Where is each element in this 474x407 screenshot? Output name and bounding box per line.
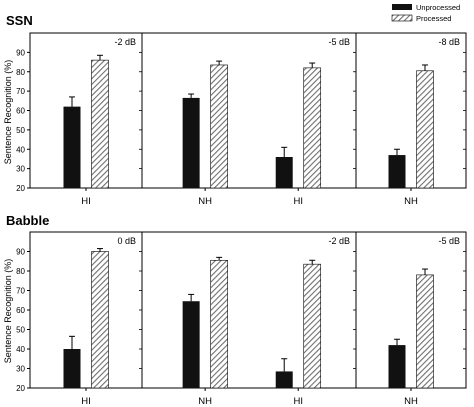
y-tick-label: 60	[16, 306, 25, 315]
y-tick-label: 30	[16, 365, 25, 374]
y-tick-label: 20	[16, 184, 25, 193]
bar-processed-hi	[91, 251, 109, 389]
y-tick-label: 70	[16, 287, 25, 296]
bar-unprocessed-hi	[275, 157, 293, 188]
panel-group-ssn: 20 30 40 50 60 70 80 90 -2 dB HI -5 dB NH HI -8 dB NH	[16, 32, 467, 207]
y-tick-label: 40	[16, 145, 25, 154]
bar-processed-hi	[303, 263, 322, 389]
legend-swatch-processed	[391, 14, 413, 22]
legend-label-processed: Processed	[416, 14, 451, 23]
legend: Unprocessed Processed	[391, 3, 460, 23]
bar-unprocessed-hi	[275, 371, 293, 388]
condition-label: -2 dB	[328, 236, 350, 246]
bar-processed-hi	[303, 67, 322, 189]
panel-frame	[355, 231, 467, 389]
bar-processed-nh	[210, 259, 228, 389]
category-label-hi: HI	[293, 196, 303, 207]
bar-unprocessed-hi	[63, 349, 81, 388]
panel-frame	[141, 32, 357, 189]
bar-processed-hi	[91, 59, 109, 189]
y-tick-label: 30	[16, 165, 25, 174]
bar-unprocessed-nh	[182, 301, 200, 388]
bar-processed-nh	[210, 64, 228, 189]
condition-label: -5 dB	[438, 236, 460, 246]
panel-frame	[29, 32, 143, 189]
bar-unprocessed-nh	[388, 155, 406, 188]
category-label-nh: NH	[404, 396, 418, 407]
condition-label: -2 dB	[114, 37, 136, 47]
category-label-hi: HI	[293, 396, 303, 407]
y-axis-label-top: Sentence Recognition (%)	[3, 60, 13, 165]
category-label-hi: HI	[81, 196, 91, 207]
legend-label-unprocessed: Unprocessed	[416, 3, 460, 12]
y-tick-label: 40	[16, 345, 25, 354]
y-tick-label: 20	[16, 384, 25, 393]
panel-frame	[355, 32, 467, 189]
y-tick-label: 80	[16, 267, 25, 276]
bar-processed-nh	[416, 70, 434, 189]
y-tick-label: 90	[16, 48, 25, 57]
category-label-nh: NH	[198, 396, 212, 407]
y-axis-label-bottom: Sentence Recognition (%)	[3, 259, 13, 364]
condition-label: -8 dB	[438, 37, 460, 47]
category-label-nh: NH	[198, 196, 212, 207]
y-tick-label: 70	[16, 87, 25, 96]
category-label-nh: NH	[404, 196, 418, 207]
y-tick-label: 50	[16, 326, 25, 335]
bar-unprocessed-nh	[388, 345, 406, 388]
group-title-babble: Babble	[6, 213, 49, 228]
condition-label: -5 dB	[328, 37, 350, 47]
y-tick-label: 50	[16, 126, 25, 135]
condition-label: 0 dB	[117, 236, 136, 246]
bar-unprocessed-nh	[182, 97, 200, 188]
category-label-hi: HI	[81, 396, 91, 407]
y-tick-label: 80	[16, 68, 25, 77]
y-tick-label: 60	[16, 107, 25, 116]
panel-frame	[29, 231, 143, 389]
bar-unprocessed-hi	[63, 106, 81, 188]
bar-processed-nh	[416, 274, 434, 389]
y-tick-label: 90	[16, 248, 25, 257]
group-title-ssn: SSN	[6, 13, 33, 28]
legend-swatch-unprocessed	[392, 4, 412, 10]
panel-group-babble: 20 30 40 50 60 70 80 90 0 dB HI -2 dB NH HI -5 dB NH	[16, 231, 467, 407]
panel-frame	[141, 231, 357, 389]
